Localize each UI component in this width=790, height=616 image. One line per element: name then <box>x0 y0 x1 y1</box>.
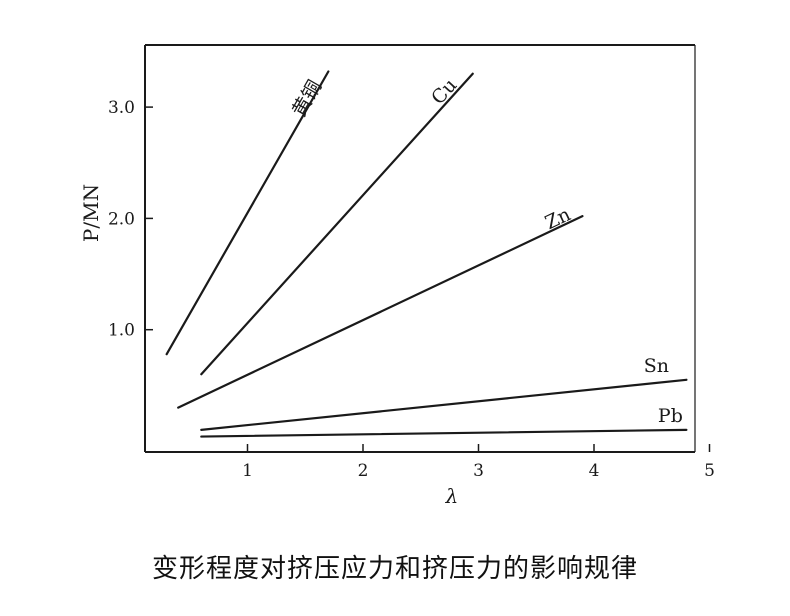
series-line-4 <box>200 428 688 438</box>
y-tick-label: 1.0 <box>108 321 135 341</box>
y-tick-label: 3.0 <box>108 98 135 118</box>
plot-frame <box>144 44 696 453</box>
series-label-3: Sn <box>644 355 669 377</box>
series-label-1: Cu <box>427 74 461 109</box>
x-tick-label: 1 <box>242 461 253 481</box>
series-lines <box>165 70 688 438</box>
x-tick-label: 3 <box>473 461 484 481</box>
x-tick-label: 2 <box>358 461 369 481</box>
y-axis-title: P/MN <box>79 184 103 242</box>
axis-ticks: 1 2 3 4 5 1.0 2.0 3.0 <box>108 98 715 481</box>
series-line-2 <box>177 215 584 409</box>
y-tick-label: 2.0 <box>108 209 135 229</box>
series-label-4: Pb <box>658 405 683 427</box>
series-line-1 <box>200 72 474 376</box>
series-line-0 <box>165 70 330 356</box>
series-line-3 <box>200 378 688 431</box>
x-tick-label: 4 <box>589 461 600 481</box>
x-tick-label: 5 <box>704 461 715 481</box>
figure-caption: 变形程度对挤压应力和挤压力的影响规律 <box>151 554 638 584</box>
series-label-2: Zn <box>542 203 574 234</box>
x-axis-title: λ <box>445 484 459 508</box>
